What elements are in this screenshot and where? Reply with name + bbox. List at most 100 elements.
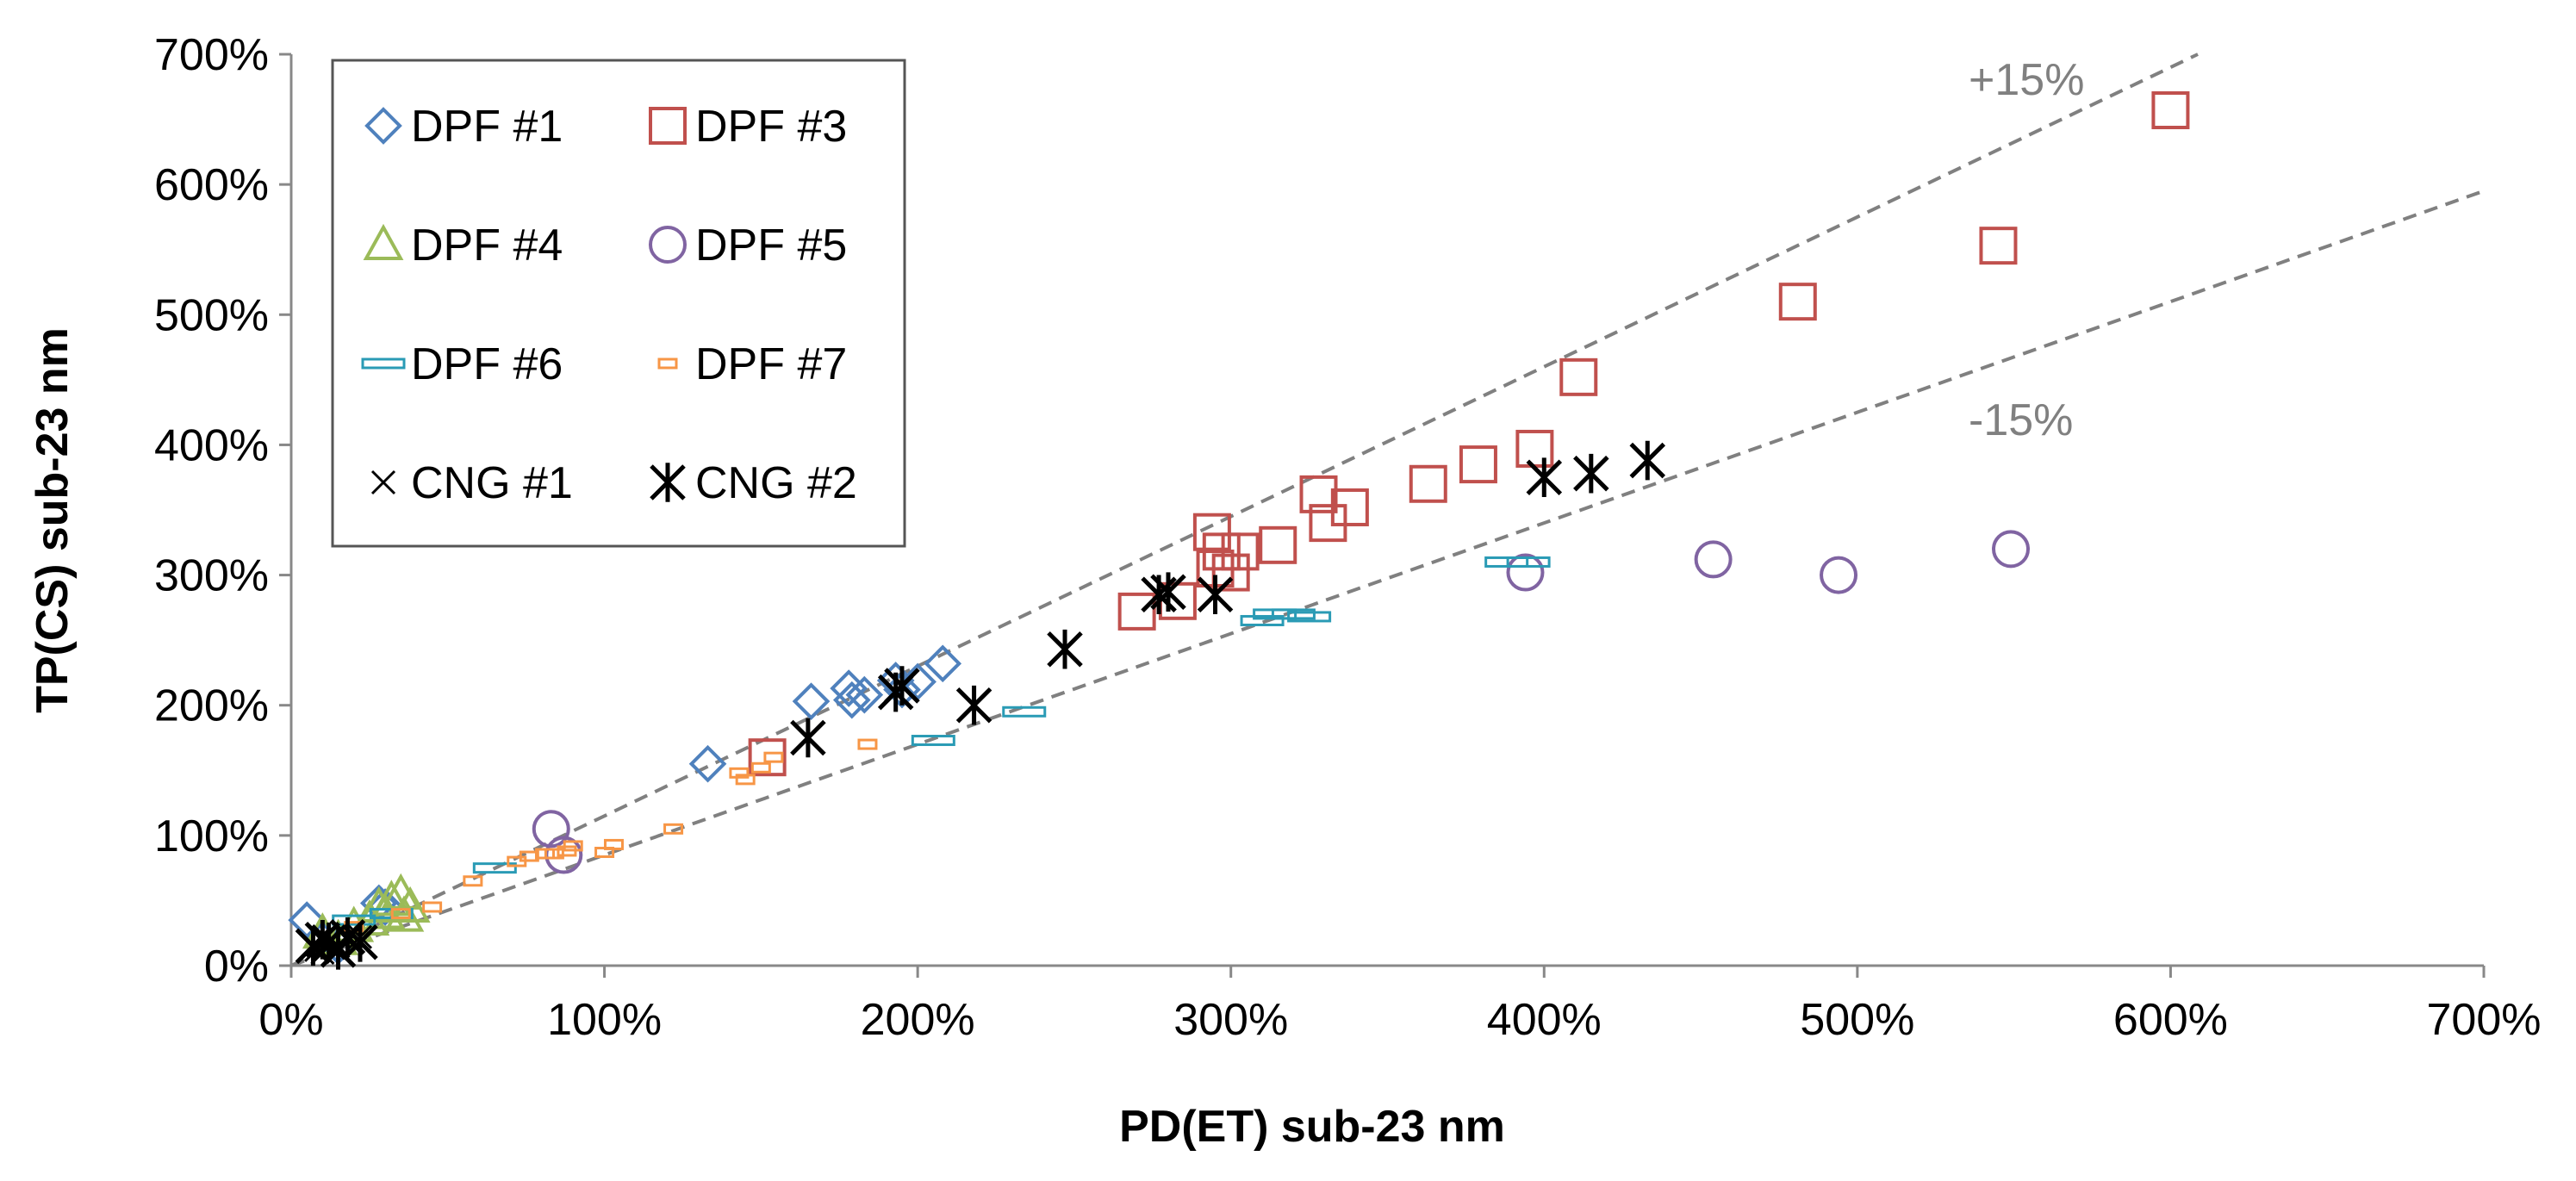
data-point — [1694, 540, 1733, 579]
data-point — [563, 840, 583, 852]
y-tick-label: 700% — [154, 30, 269, 80]
legend-label: DPF #1 — [411, 102, 563, 152]
reference-line — [290, 53, 2199, 967]
series-dpf-3 — [748, 90, 2190, 777]
legend-label: DPF #3 — [695, 102, 847, 152]
plus-15-label: +15% — [1969, 55, 2084, 105]
legend-marker — [363, 223, 404, 260]
data-point — [748, 738, 787, 777]
data-point — [735, 774, 756, 786]
x-tick-label: 400% — [1487, 995, 1602, 1045]
data-point — [1459, 445, 1497, 484]
data-point — [1515, 429, 1554, 468]
data-point — [899, 662, 936, 701]
series-dpf-6 — [332, 556, 1551, 926]
legend-item: DPF #3 — [649, 102, 847, 152]
x-tick-label: 0% — [258, 995, 323, 1045]
data-point — [1559, 357, 1598, 396]
series-dpf-5 — [532, 530, 2031, 874]
data-point — [1197, 575, 1234, 615]
y-axis-title: TP(CS) sub-23 nm — [28, 327, 78, 713]
x-tick-label: 100% — [547, 995, 662, 1045]
data-point — [1506, 556, 1551, 568]
legend-item: DPF #4 — [363, 221, 563, 270]
data-point — [422, 901, 443, 913]
data-point — [1409, 464, 1447, 503]
series-dpf-7 — [344, 738, 878, 933]
legend-marker — [361, 357, 406, 370]
data-point — [924, 644, 962, 683]
data-point — [463, 875, 483, 887]
data-point — [1573, 453, 1609, 494]
legend-label: DPF #5 — [695, 221, 847, 270]
x-axis-ticks: 0% 100% 200% 300% 400% 500% 600% 700% — [258, 966, 2542, 1045]
legend-label: DPF #6 — [411, 339, 563, 389]
legend-marker — [650, 463, 686, 502]
data-point — [1047, 629, 1083, 669]
data-point — [1979, 227, 2018, 265]
data-point — [2151, 90, 2190, 129]
legend-item: DPF #1 — [364, 102, 563, 152]
data-point — [1778, 283, 1817, 321]
data-point — [955, 685, 992, 725]
x-tick-label: 700% — [2427, 995, 2542, 1045]
legend-marker — [649, 226, 687, 264]
y-axis-ticks: 0% 100% 200% 300% 400% 500% 600% 700% — [154, 30, 291, 991]
y-tick-label: 600% — [154, 160, 269, 210]
data-point — [688, 744, 727, 783]
data-point — [1330, 488, 1369, 526]
data-point — [792, 682, 831, 721]
data-point — [390, 908, 411, 920]
data-point — [1240, 614, 1285, 626]
y-tick-label: 300% — [154, 551, 269, 601]
data-point — [911, 735, 955, 747]
data-point — [1117, 592, 1156, 631]
data-point — [342, 922, 378, 962]
legend-box — [331, 59, 906, 548]
legend-label: DPF #4 — [411, 221, 563, 270]
legend-label: CNG #1 — [411, 458, 573, 508]
data-point — [750, 761, 771, 774]
data-point — [832, 681, 871, 719]
data-point — [544, 848, 564, 860]
series-cng-2 — [295, 440, 1666, 970]
data-point — [845, 675, 884, 714]
x-tick-label: 200% — [861, 995, 975, 1045]
data-point — [358, 886, 400, 923]
legend-marker — [649, 107, 687, 145]
y-tick-label: 400% — [154, 420, 269, 470]
data-point — [1992, 530, 2031, 569]
data-points — [288, 90, 2190, 970]
legend-marker — [364, 107, 402, 145]
data-point — [763, 751, 784, 763]
x-tick-label: 600% — [2113, 995, 2228, 1045]
data-point — [857, 738, 878, 750]
data-point — [1150, 572, 1186, 612]
data-point — [532, 810, 570, 848]
x-axis-title: PD(ET) sub-23 nm — [1119, 1102, 1505, 1152]
data-point — [1526, 457, 1563, 498]
data-point — [884, 666, 920, 705]
legend-item: DPF #5 — [649, 221, 847, 270]
data-point — [790, 718, 826, 758]
legend-item: DPF #7 — [657, 339, 847, 389]
data-point — [883, 670, 921, 709]
data-point — [1506, 553, 1545, 592]
axes — [289, 54, 2484, 967]
data-point — [1002, 705, 1047, 718]
legend-label: DPF #7 — [695, 339, 847, 389]
legend: DPF #1 DPF #3 DPF #4 DPF #5 DPF #6 DPF #7 CNG … — [331, 59, 906, 548]
minus-15-label: -15% — [1969, 395, 2073, 445]
data-point — [472, 862, 517, 874]
data-point — [1299, 475, 1338, 513]
legend-label: CNG #2 — [695, 458, 857, 508]
data-point — [288, 901, 327, 939]
y-tick-label: 500% — [154, 290, 269, 340]
data-point — [1211, 553, 1250, 592]
y-tick-label: 200% — [154, 681, 269, 731]
data-point — [1820, 556, 1858, 594]
legend-marker — [370, 469, 396, 495]
data-point — [603, 838, 624, 850]
y-tick-label: 100% — [154, 811, 269, 861]
